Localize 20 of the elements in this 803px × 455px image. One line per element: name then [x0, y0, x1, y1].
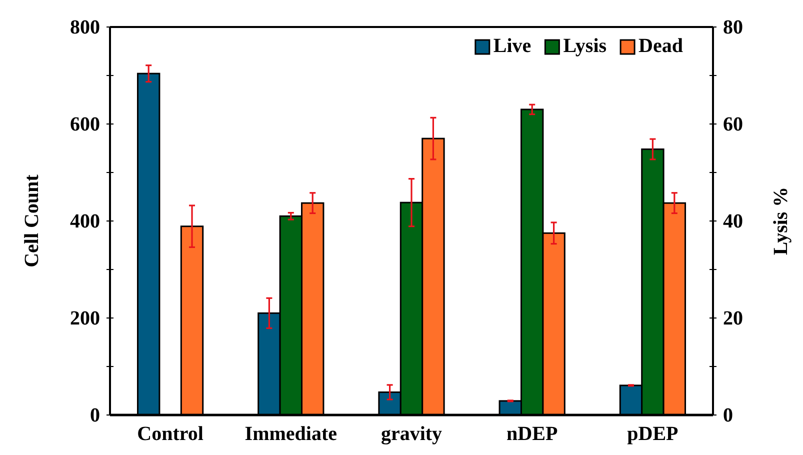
x-tick-label: Control [137, 423, 204, 445]
y2-tick-label: 80 [723, 16, 743, 38]
x-tick-label: pDEP [627, 423, 678, 445]
x-tick-label: Immediate [244, 423, 338, 445]
y-tick-label: 200 [70, 307, 100, 330]
y2-tick-label: 20 [723, 307, 743, 330]
legend-label: Dead [638, 35, 683, 57]
legend-label: Live [493, 35, 532, 57]
y-tick-label: 0 [90, 404, 100, 426]
y2-tick-label: 40 [723, 210, 743, 232]
x-tick-label: nDEP [506, 423, 558, 445]
y-tick-label: 600 [70, 113, 100, 136]
y-axis-title: Cell Count [21, 174, 43, 268]
y2-axis-title: Lysis % [770, 186, 792, 256]
legend-label: Lysis [563, 35, 607, 57]
x-tick-label: gravity [380, 423, 442, 445]
y-tick-label: 800 [70, 16, 100, 38]
y2-tick-label: 60 [723, 113, 743, 136]
y-tick-label: 400 [70, 210, 100, 232]
y2-tick-label: 0 [723, 404, 733, 426]
